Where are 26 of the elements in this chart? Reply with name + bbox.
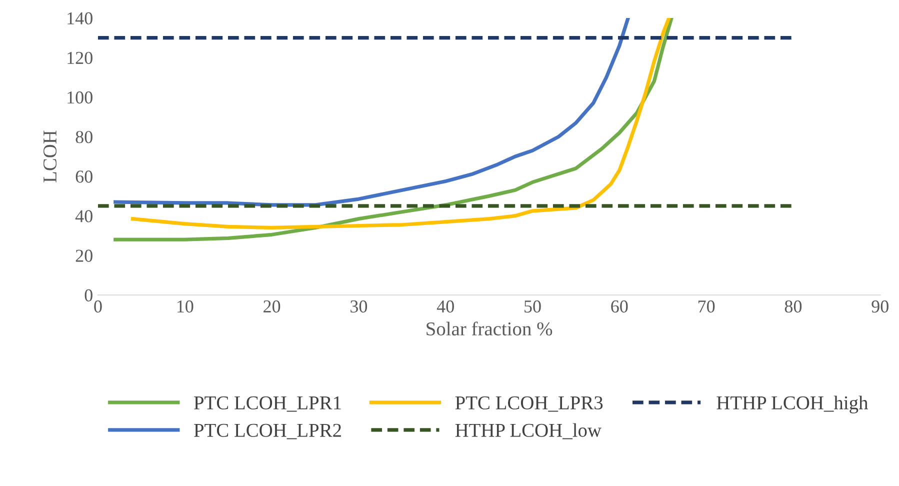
x-tick-label: 10	[177, 300, 194, 313]
x-tick-label: 50	[524, 300, 541, 313]
x-tick-label: 80	[784, 300, 802, 313]
y-tick-label: 20	[76, 250, 92, 262]
legend-label: PTC LCOH_LPR2	[194, 424, 341, 440]
legend-label: HTHP LCOH_low	[455, 423, 602, 440]
y-tick-label: 0	[84, 289, 92, 302]
y-tick-label: 120	[68, 52, 92, 64]
y-tick-label: 140	[68, 12, 92, 24]
x-axis-title: Solar fraction %	[426, 322, 552, 336]
x-tick-label: 60	[611, 300, 628, 313]
legend-label: PTC LCOH_LPR3	[455, 396, 603, 412]
x-tick-label: 30	[350, 300, 368, 313]
y-axis-title: LCOH	[43, 130, 57, 182]
x-tick-label: 70	[698, 300, 715, 313]
legend-label: HTHP LCOH_high	[716, 396, 868, 414]
x-tick-label: 20	[264, 300, 280, 313]
legend-label: PTC LCOH_LPR1	[194, 396, 341, 412]
line-series	[114, 18, 630, 207]
y-tick-label: 40	[75, 210, 92, 222]
y-tick-label: 80	[76, 130, 92, 144]
x-tick-label: 0	[94, 300, 102, 313]
x-tick-label: 90	[872, 300, 888, 313]
y-tick-label: 60	[76, 170, 92, 183]
y-tick-label: 100	[68, 91, 92, 104]
x-tick-label: 40	[436, 300, 454, 313]
